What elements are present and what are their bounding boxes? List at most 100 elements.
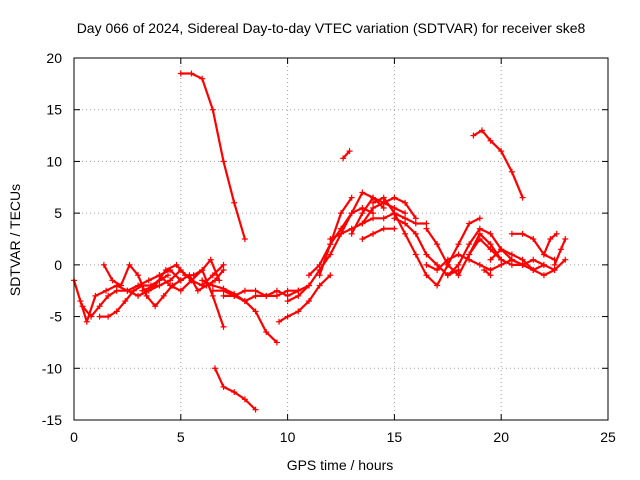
series-arc-15: [276, 272, 334, 325]
series-line: [307, 191, 385, 277]
series-arc-18: [316, 194, 355, 279]
data-point: [122, 298, 129, 305]
data-point: [455, 241, 462, 248]
data-point: [209, 292, 216, 299]
data-point: [476, 261, 483, 268]
data-point: [553, 230, 560, 237]
data-point: [273, 287, 280, 294]
series-arc-14: [220, 282, 312, 299]
data-point: [173, 261, 180, 268]
series-arc-11: [169, 267, 227, 294]
data-point: [508, 261, 515, 268]
data-point: [423, 225, 430, 232]
plot-frame: [73, 57, 609, 421]
series-arc-22: [359, 225, 398, 242]
data-point: [487, 230, 494, 237]
series-arc-23: [370, 194, 483, 289]
data-point: [113, 287, 120, 294]
data-point: [455, 251, 462, 258]
y-tick-label: 20: [46, 50, 62, 66]
data-point: [305, 298, 312, 305]
data-point: [508, 168, 515, 175]
data-point: [434, 261, 441, 268]
data-point: [519, 256, 526, 263]
data-point: [209, 272, 216, 279]
data-point: [359, 189, 366, 196]
data-point: [263, 329, 270, 336]
data-point: [77, 298, 84, 305]
data-point: [284, 287, 291, 294]
data-point: [370, 210, 377, 217]
data-point: [487, 267, 494, 274]
data-point: [348, 194, 355, 201]
data-point: [348, 210, 355, 217]
data-point: [340, 155, 347, 162]
series-line: [472, 129, 524, 199]
data-point: [466, 251, 473, 258]
data-point: [284, 298, 291, 305]
data-point: [423, 261, 430, 268]
data-point: [359, 204, 366, 211]
data-point: [79, 303, 86, 310]
data-point: [551, 267, 558, 274]
data-point: [209, 287, 216, 294]
data-point: [327, 241, 334, 248]
series-arc-8: [100, 261, 176, 310]
data-point: [211, 365, 218, 372]
data-point: [530, 267, 537, 274]
data-point: [177, 277, 184, 284]
y-tick-label: 10: [46, 153, 62, 169]
data-layer: [71, 70, 569, 413]
data-point: [370, 230, 377, 237]
chart-title: Day 066 of 2024, Sidereal Day-to-day VTE…: [77, 20, 586, 36]
data-point: [380, 194, 387, 201]
x-tick-label: 5: [177, 429, 185, 445]
data-point: [412, 220, 419, 227]
data-point: [135, 272, 142, 279]
data-point: [530, 256, 537, 263]
data-point: [444, 261, 451, 268]
data-point: [423, 272, 430, 279]
series-line: [489, 248, 567, 277]
data-point: [455, 261, 462, 268]
data-point: [284, 292, 291, 299]
data-point: [220, 267, 227, 274]
data-point: [455, 272, 462, 279]
data-point: [96, 303, 103, 310]
data-point: [126, 261, 133, 268]
data-point: [519, 261, 526, 268]
data-point: [252, 292, 259, 299]
x-tick-label: 20: [493, 429, 509, 445]
data-point: [220, 287, 227, 294]
data-point: [305, 282, 312, 289]
series-arc-12: [199, 277, 280, 346]
data-point: [263, 292, 270, 299]
data-point: [434, 241, 441, 248]
data-point: [412, 230, 419, 237]
data-point: [498, 246, 505, 253]
data-point: [402, 199, 409, 206]
data-point: [252, 308, 259, 315]
data-point: [380, 215, 387, 222]
data-point: [476, 230, 483, 237]
grid-layer: [74, 58, 608, 420]
data-point: [558, 246, 565, 253]
data-point: [370, 194, 377, 201]
data-point: [273, 339, 280, 346]
data-point: [519, 230, 526, 237]
data-point: [380, 204, 387, 211]
x-axis-label: GPS time / hours: [287, 457, 394, 473]
data-point: [117, 282, 124, 289]
series-line: [446, 227, 524, 277]
data-point: [434, 282, 441, 289]
data-point: [338, 210, 344, 217]
data-point: [498, 256, 505, 263]
series-line: [179, 72, 246, 241]
data-point: [359, 220, 366, 227]
data-point: [273, 292, 280, 299]
data-point: [220, 383, 227, 390]
data-point: [338, 230, 344, 237]
data-point: [252, 287, 259, 294]
series-line: [318, 196, 353, 277]
data-point: [402, 210, 409, 217]
